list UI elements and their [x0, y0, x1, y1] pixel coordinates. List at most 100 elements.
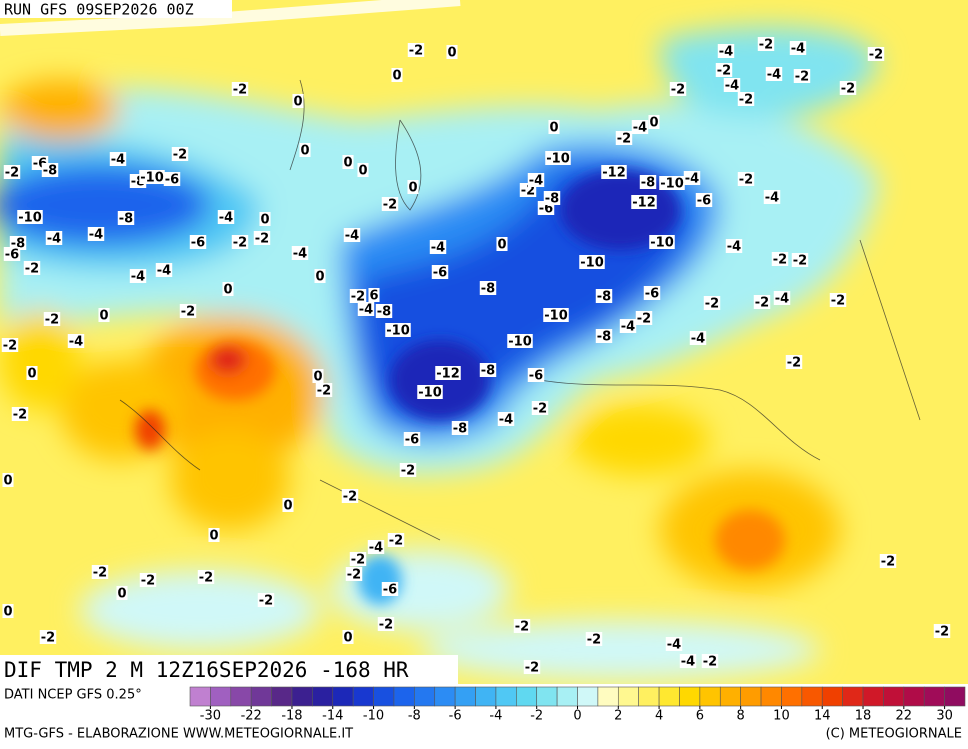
- label-bg: [431, 265, 449, 279]
- label-bg: [429, 240, 447, 254]
- contour-label: 0: [392, 69, 401, 84]
- label-bg: [435, 366, 461, 380]
- contour-label: 0: [343, 156, 352, 171]
- label-bg: [407, 180, 419, 194]
- label-bg: [839, 81, 857, 95]
- label-bg: [41, 163, 59, 177]
- label-bg: [343, 228, 361, 242]
- copyright: (C) METEOGIORNALE: [826, 727, 962, 742]
- contour-label: 0: [117, 587, 126, 602]
- contour-label: -2: [935, 625, 949, 640]
- contour-label: -6: [5, 248, 19, 263]
- label-bg: [117, 211, 135, 225]
- contour-label: -2: [705, 297, 719, 312]
- label-bg: [312, 369, 324, 383]
- contour-label: -12: [436, 367, 460, 382]
- contour-label: -2: [41, 631, 55, 646]
- color-swatch: [475, 686, 497, 707]
- label-bg: [171, 147, 189, 161]
- contour-label: -4: [621, 320, 635, 335]
- contour-label: -4: [667, 638, 681, 653]
- contour-label: -8: [119, 212, 133, 227]
- colorbar-tick-label: -22: [241, 709, 262, 724]
- label-bg: [737, 92, 755, 106]
- label-bg: [116, 586, 128, 600]
- contour-label: -2: [755, 296, 769, 311]
- color-swatch: [495, 686, 517, 707]
- contour-label: 0: [408, 181, 417, 196]
- label-bg: [139, 170, 165, 184]
- color-swatch: [454, 686, 476, 707]
- label-bg: [723, 78, 741, 92]
- contour-label: -8: [377, 305, 391, 320]
- contour-label: -2: [13, 408, 27, 423]
- label-bg: [403, 432, 421, 446]
- contour-label: -2: [703, 655, 717, 670]
- label-bg: [479, 363, 497, 377]
- label-bg: [349, 552, 367, 566]
- label-bg: [109, 152, 127, 166]
- contour-label: -4: [681, 655, 695, 670]
- color-swatch: [760, 686, 782, 707]
- contour-label: -2: [671, 83, 685, 98]
- label-bg: [231, 235, 249, 249]
- contour-labels: -2 0 0 -2 0 0 0 0 0 -2 -2 -4 -6 -8 -2 -8 -10 -6 -10 -8 -4 0 -2…: [1, 37, 951, 676]
- label-bg: [381, 197, 399, 211]
- contour-label: -8: [481, 364, 495, 379]
- label-bg: [39, 630, 57, 644]
- contour-label: -4: [369, 541, 383, 556]
- label-bg: [197, 570, 215, 584]
- contour-label: -4: [791, 42, 805, 57]
- label-bg: [407, 43, 425, 57]
- contour-label: -12: [632, 196, 656, 211]
- contour-label: -2: [521, 184, 535, 199]
- color-swatch: [373, 686, 395, 707]
- contour-label: -10: [18, 211, 42, 226]
- label-bg: [631, 120, 649, 134]
- color-swatch: [516, 686, 538, 707]
- label-bg: [649, 235, 675, 249]
- label-bg: [349, 289, 367, 303]
- colorbar-tick-label: 6: [696, 709, 704, 724]
- label-bg: [139, 573, 157, 587]
- contour-label: -4: [691, 332, 705, 347]
- colorbar-tick-label: -4: [489, 709, 502, 724]
- label-bg: [1, 338, 19, 352]
- colorbar-tick-label: -30: [200, 709, 221, 724]
- color-swatch: [577, 686, 599, 707]
- contour-label: 0: [27, 367, 36, 382]
- label-bg: [257, 593, 275, 607]
- color-swatch: [740, 686, 762, 707]
- label-bg: [631, 195, 657, 209]
- color-swatch: [291, 686, 313, 707]
- contour-label: -4: [765, 191, 779, 206]
- contour-label: -2: [759, 38, 773, 53]
- color-swatch: [597, 686, 619, 707]
- label-bg: [342, 630, 354, 644]
- contour-label: -2: [343, 490, 357, 505]
- label-bg: [292, 94, 304, 108]
- contour-label: -8: [545, 192, 559, 207]
- label-bg: [391, 68, 403, 82]
- label-bg: [695, 193, 713, 207]
- contour-label: -2: [587, 633, 601, 648]
- contour-label: 0: [447, 46, 456, 61]
- contour-label: -10: [650, 236, 674, 251]
- contour-label: 0: [549, 121, 558, 136]
- label-bg: [737, 172, 755, 186]
- colorbar-tick-label: 22: [896, 709, 913, 724]
- contour-label: -10: [546, 152, 570, 167]
- label-bg: [208, 528, 220, 542]
- contour-label: -2: [5, 166, 19, 181]
- colorbar-tick-label: -8: [408, 709, 421, 724]
- label-bg: [291, 246, 309, 260]
- contour-label: -2: [351, 553, 365, 568]
- contour-label: -2: [717, 64, 731, 79]
- contour-label: -4: [719, 45, 733, 60]
- label-bg: [585, 632, 603, 646]
- label-bg: [635, 311, 653, 325]
- contour-label: 0: [3, 474, 12, 489]
- contour-label: -2: [141, 574, 155, 589]
- label-bg: [703, 296, 721, 310]
- contour-label: -6: [697, 194, 711, 209]
